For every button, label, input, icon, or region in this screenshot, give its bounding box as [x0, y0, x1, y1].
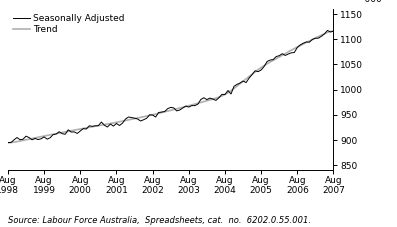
Text: '000: '000 [362, 0, 382, 4]
Legend: Seasonally Adjusted, Trend: Seasonally Adjusted, Trend [10, 11, 128, 38]
Text: Source: Labour Force Australia,  Spreadsheets, cat.  no.  6202.0.55.001.: Source: Labour Force Australia, Spreadsh… [8, 216, 311, 225]
